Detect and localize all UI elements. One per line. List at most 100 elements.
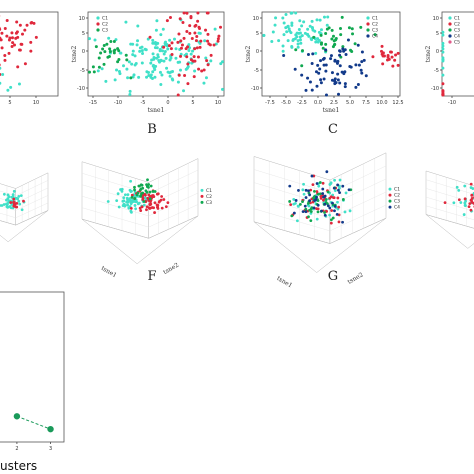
legend-label-c3: C3 bbox=[206, 200, 212, 206]
point-c2 bbox=[337, 205, 341, 209]
point-c2 bbox=[15, 30, 19, 34]
point-c3 bbox=[92, 70, 96, 74]
point-c1 bbox=[171, 69, 175, 73]
pane-floor bbox=[253, 217, 387, 273]
point-c2 bbox=[321, 181, 325, 185]
point-c3 bbox=[316, 192, 320, 196]
point-c1 bbox=[150, 76, 154, 80]
point-c1 bbox=[161, 49, 165, 53]
grid-line bbox=[0, 190, 16, 197]
point-c1 bbox=[18, 202, 22, 206]
point-c1 bbox=[5, 205, 9, 208]
legend-marker-c1 bbox=[388, 187, 392, 191]
point-c1 bbox=[441, 58, 445, 62]
grid-line bbox=[329, 204, 387, 232]
point-c1 bbox=[17, 199, 21, 203]
point-c2 bbox=[185, 11, 189, 15]
point-c2 bbox=[469, 208, 473, 212]
point-c1 bbox=[12, 189, 16, 193]
point-c4 bbox=[323, 202, 327, 206]
point-c4 bbox=[321, 57, 325, 61]
point-c4 bbox=[329, 54, 333, 58]
point-c2 bbox=[129, 207, 133, 210]
point-c3 bbox=[116, 60, 120, 64]
point-c4 bbox=[362, 58, 366, 62]
point-c1 bbox=[128, 92, 132, 96]
point-c3 bbox=[333, 42, 337, 46]
y-tick-label: -10 bbox=[431, 86, 439, 92]
point-c2 bbox=[156, 207, 160, 210]
point-c1 bbox=[182, 89, 186, 93]
legend-label-c2: C2 bbox=[206, 194, 212, 200]
point-c1 bbox=[128, 199, 132, 202]
point-c2 bbox=[470, 196, 474, 200]
point-c1 bbox=[310, 19, 314, 23]
point-c4 bbox=[364, 74, 368, 78]
point-c3 bbox=[106, 55, 110, 59]
point-c4 bbox=[348, 64, 352, 68]
x-tick-label: 0 bbox=[166, 100, 169, 106]
point-c4 bbox=[312, 206, 316, 210]
point-c1 bbox=[273, 23, 277, 27]
point-c1 bbox=[281, 16, 285, 20]
point-c4 bbox=[308, 199, 312, 203]
point-c2 bbox=[469, 182, 473, 186]
point-c4 bbox=[301, 210, 305, 214]
point-c3 bbox=[148, 197, 152, 201]
point-c1 bbox=[11, 193, 15, 196]
point-c1 bbox=[214, 42, 218, 46]
x-tick-label: 2 bbox=[15, 446, 18, 452]
point-c4 bbox=[308, 193, 312, 197]
point-c1 bbox=[286, 39, 290, 43]
point-c4 bbox=[315, 195, 318, 199]
point-c3 bbox=[325, 27, 329, 31]
point-c4 bbox=[294, 199, 298, 202]
point-c1 bbox=[193, 69, 197, 73]
point-c4 bbox=[335, 212, 339, 216]
point-c1 bbox=[179, 68, 183, 72]
point-c1 bbox=[281, 44, 285, 48]
grid-line bbox=[81, 207, 149, 228]
point-c4 bbox=[340, 70, 344, 74]
pane-floor bbox=[0, 210, 49, 243]
point-c1 bbox=[169, 56, 173, 60]
point-c1 bbox=[155, 46, 159, 50]
point-c2 bbox=[0, 63, 1, 67]
legend-marker-c3 bbox=[448, 28, 452, 32]
point-c4 bbox=[333, 204, 337, 208]
point-c4 bbox=[304, 88, 308, 92]
point-c4 bbox=[333, 59, 337, 63]
point-c4 bbox=[330, 71, 334, 75]
point-c1 bbox=[262, 34, 266, 38]
point-c1 bbox=[124, 20, 128, 24]
point-c1 bbox=[134, 200, 138, 203]
point-c3 bbox=[112, 39, 116, 43]
point-c3 bbox=[330, 37, 334, 41]
point-c1 bbox=[174, 56, 178, 60]
point-c4 bbox=[321, 192, 325, 195]
point-c3 bbox=[135, 193, 139, 197]
point-c4 bbox=[333, 209, 336, 213]
point-c3 bbox=[318, 181, 322, 184]
point-c2 bbox=[389, 50, 393, 54]
point-c1 bbox=[122, 64, 126, 68]
bottom-xlabel: usters bbox=[0, 459, 37, 473]
point-c3 bbox=[109, 39, 113, 43]
grid-line bbox=[148, 204, 199, 228]
point-c4 bbox=[314, 70, 318, 74]
point-c4 bbox=[288, 184, 292, 188]
point-c1 bbox=[168, 38, 172, 42]
y-axis-label: tsne2 bbox=[71, 45, 78, 62]
point-c3 bbox=[129, 76, 133, 80]
x-tick-label: 5 bbox=[8, 100, 11, 106]
point-c2 bbox=[371, 55, 375, 59]
point-c4 bbox=[322, 77, 326, 81]
point-c2 bbox=[192, 75, 196, 79]
point-c1 bbox=[131, 53, 135, 57]
point-c1 bbox=[142, 203, 146, 207]
point-c2 bbox=[153, 211, 156, 214]
point-c4 bbox=[316, 63, 320, 67]
point-c4 bbox=[319, 78, 323, 82]
legend-marker-c4 bbox=[388, 205, 392, 209]
